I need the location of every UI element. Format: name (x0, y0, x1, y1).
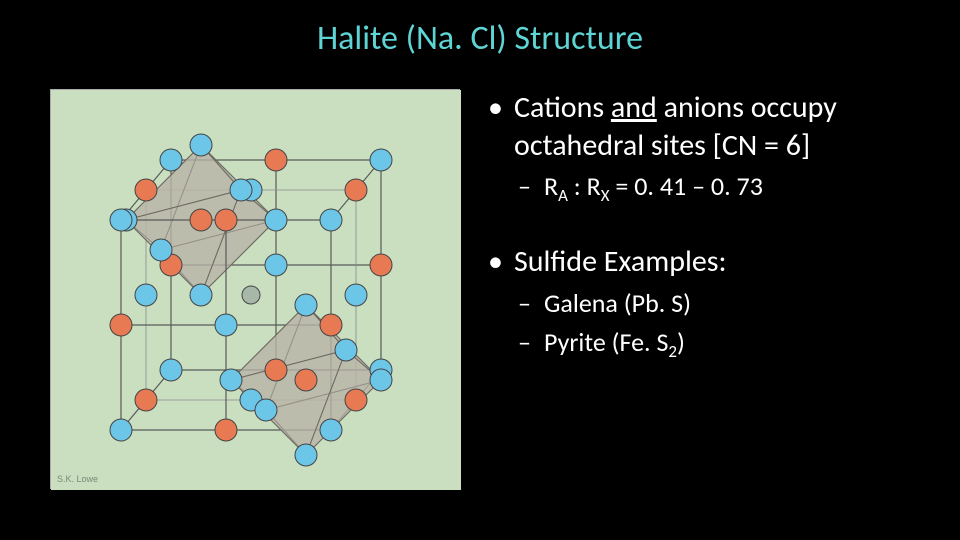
sub-galena: Galena (Pb. S) (488, 287, 930, 321)
r1r: = 0. 41 – 0. 73 (610, 170, 763, 202)
r1: R (544, 170, 558, 202)
sub-pyrite: Pyrite (Fe. S2) (488, 326, 930, 363)
crystal-figure: S.K. Lowe (50, 89, 460, 489)
sub-radius-ratio: RA : RX = 0. 41 – 0. 73 (488, 170, 930, 207)
bullet-cations: Cations and anions occupy octahedral sit… (488, 89, 930, 164)
content: S.K. Lowe Cations and anions occupy octa… (0, 69, 960, 489)
page-title: Halite (Na. Cl) Structure (0, 0, 960, 69)
pyrite-b: 2 (668, 342, 677, 363)
b1-und: and (611, 89, 657, 126)
pyrite-c: ) (677, 326, 685, 358)
r1x: X (601, 185, 610, 206)
bullet-list: Cations and anions occupy octahedral sit… (470, 89, 930, 489)
b1-pre: Cations (514, 89, 611, 126)
r1a: A (558, 185, 568, 206)
bullet-sulfide: Sulfide Examples: (488, 243, 930, 281)
r1c: : R (568, 170, 601, 202)
pyrite-a: Pyrite (Fe. S (544, 326, 668, 358)
figure-attribution: S.K. Lowe (57, 474, 98, 484)
